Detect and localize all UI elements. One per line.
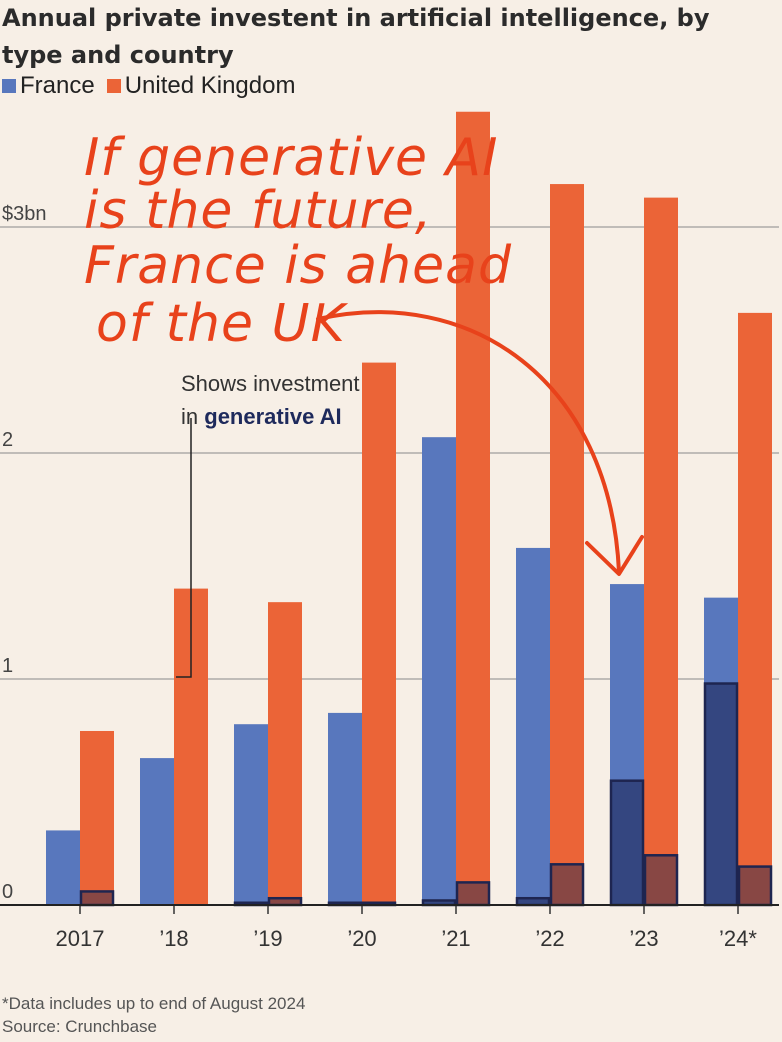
x-tick-label-1: ’18 (159, 926, 188, 951)
handwritten-line-3: France is ahead (84, 236, 512, 296)
callout-text-line1: Shows investment (181, 371, 360, 396)
bar-uk-genai-2 (267, 896, 303, 907)
bar-france-genai-6 (609, 779, 645, 907)
bar-france-1 (140, 758, 174, 905)
bar-uk-6 (644, 197, 678, 905)
x-tick-label-3: ’20 (347, 926, 376, 951)
bar-france-2 (234, 724, 268, 905)
callout-leader-line (176, 418, 192, 678)
legend-swatch-france (2, 79, 16, 93)
y-tick-label-0: 0 (2, 881, 13, 903)
handwritten-line-2: is the future, (84, 181, 432, 241)
bar-uk-genai-5 (549, 863, 585, 907)
bar-france-3 (328, 712, 362, 905)
bar-france-genai-5 (515, 896, 551, 907)
bar-uk-genai-6 (643, 854, 679, 907)
bar-uk-2 (268, 602, 302, 905)
bar-uk-genai-4 (455, 881, 491, 907)
bar-uk-7 (738, 312, 772, 905)
y-tick-label-2: 2 (2, 429, 13, 451)
bar-france-genai-7 (703, 682, 739, 907)
annotation-arrow-shaft (316, 310, 621, 574)
y-tick-label-1: 1 (2, 655, 13, 677)
callout-bold-generative-ai: generative AI (204, 404, 341, 429)
bar-france-5 (516, 547, 550, 905)
bar-uk-genai-0 (79, 890, 115, 907)
callout-in-word: in (181, 404, 204, 429)
legend-label-france: France (20, 72, 95, 99)
x-tick-label-5: ’22 (535, 926, 564, 951)
x-tick-label-2: ’19 (253, 926, 282, 951)
legend-label-uk: United Kingdom (124, 72, 296, 99)
bar-uk-4 (456, 111, 490, 906)
callout-text-line2: in generative AI (181, 404, 342, 429)
bar-uk-0 (80, 730, 114, 905)
legend-item-uk: United Kingdom (106, 72, 296, 100)
bar-uk-5 (550, 184, 584, 905)
legend-swatch-uk (106, 79, 121, 93)
bar-france-0 (46, 830, 80, 905)
legend: France United Kingdom (2, 72, 307, 100)
bar-france-4 (422, 437, 456, 905)
chart-title: Annual private investent in artificial i… (2, 4, 710, 69)
handwritten-line-4: of the UK (96, 294, 349, 354)
source-note: Source: Crunchbase (2, 1017, 157, 1036)
bar-uk-genai-7 (737, 865, 773, 907)
legend-item-france: France (2, 72, 95, 100)
x-tick-label-6: ’23 (629, 926, 658, 951)
bar-uk-3 (362, 362, 396, 906)
y-tick-label-3: $3bn (2, 203, 47, 225)
handwritten-line-1: If generative AI (84, 128, 498, 188)
annotation-arrow-head (585, 535, 644, 576)
x-tick-label-7: ’24* (719, 926, 757, 951)
x-tick-label-4: ’21 (441, 926, 470, 951)
footnote: *Data includes up to end of August 2024 (2, 994, 306, 1013)
x-tick-label-0: 2017 (56, 926, 105, 951)
